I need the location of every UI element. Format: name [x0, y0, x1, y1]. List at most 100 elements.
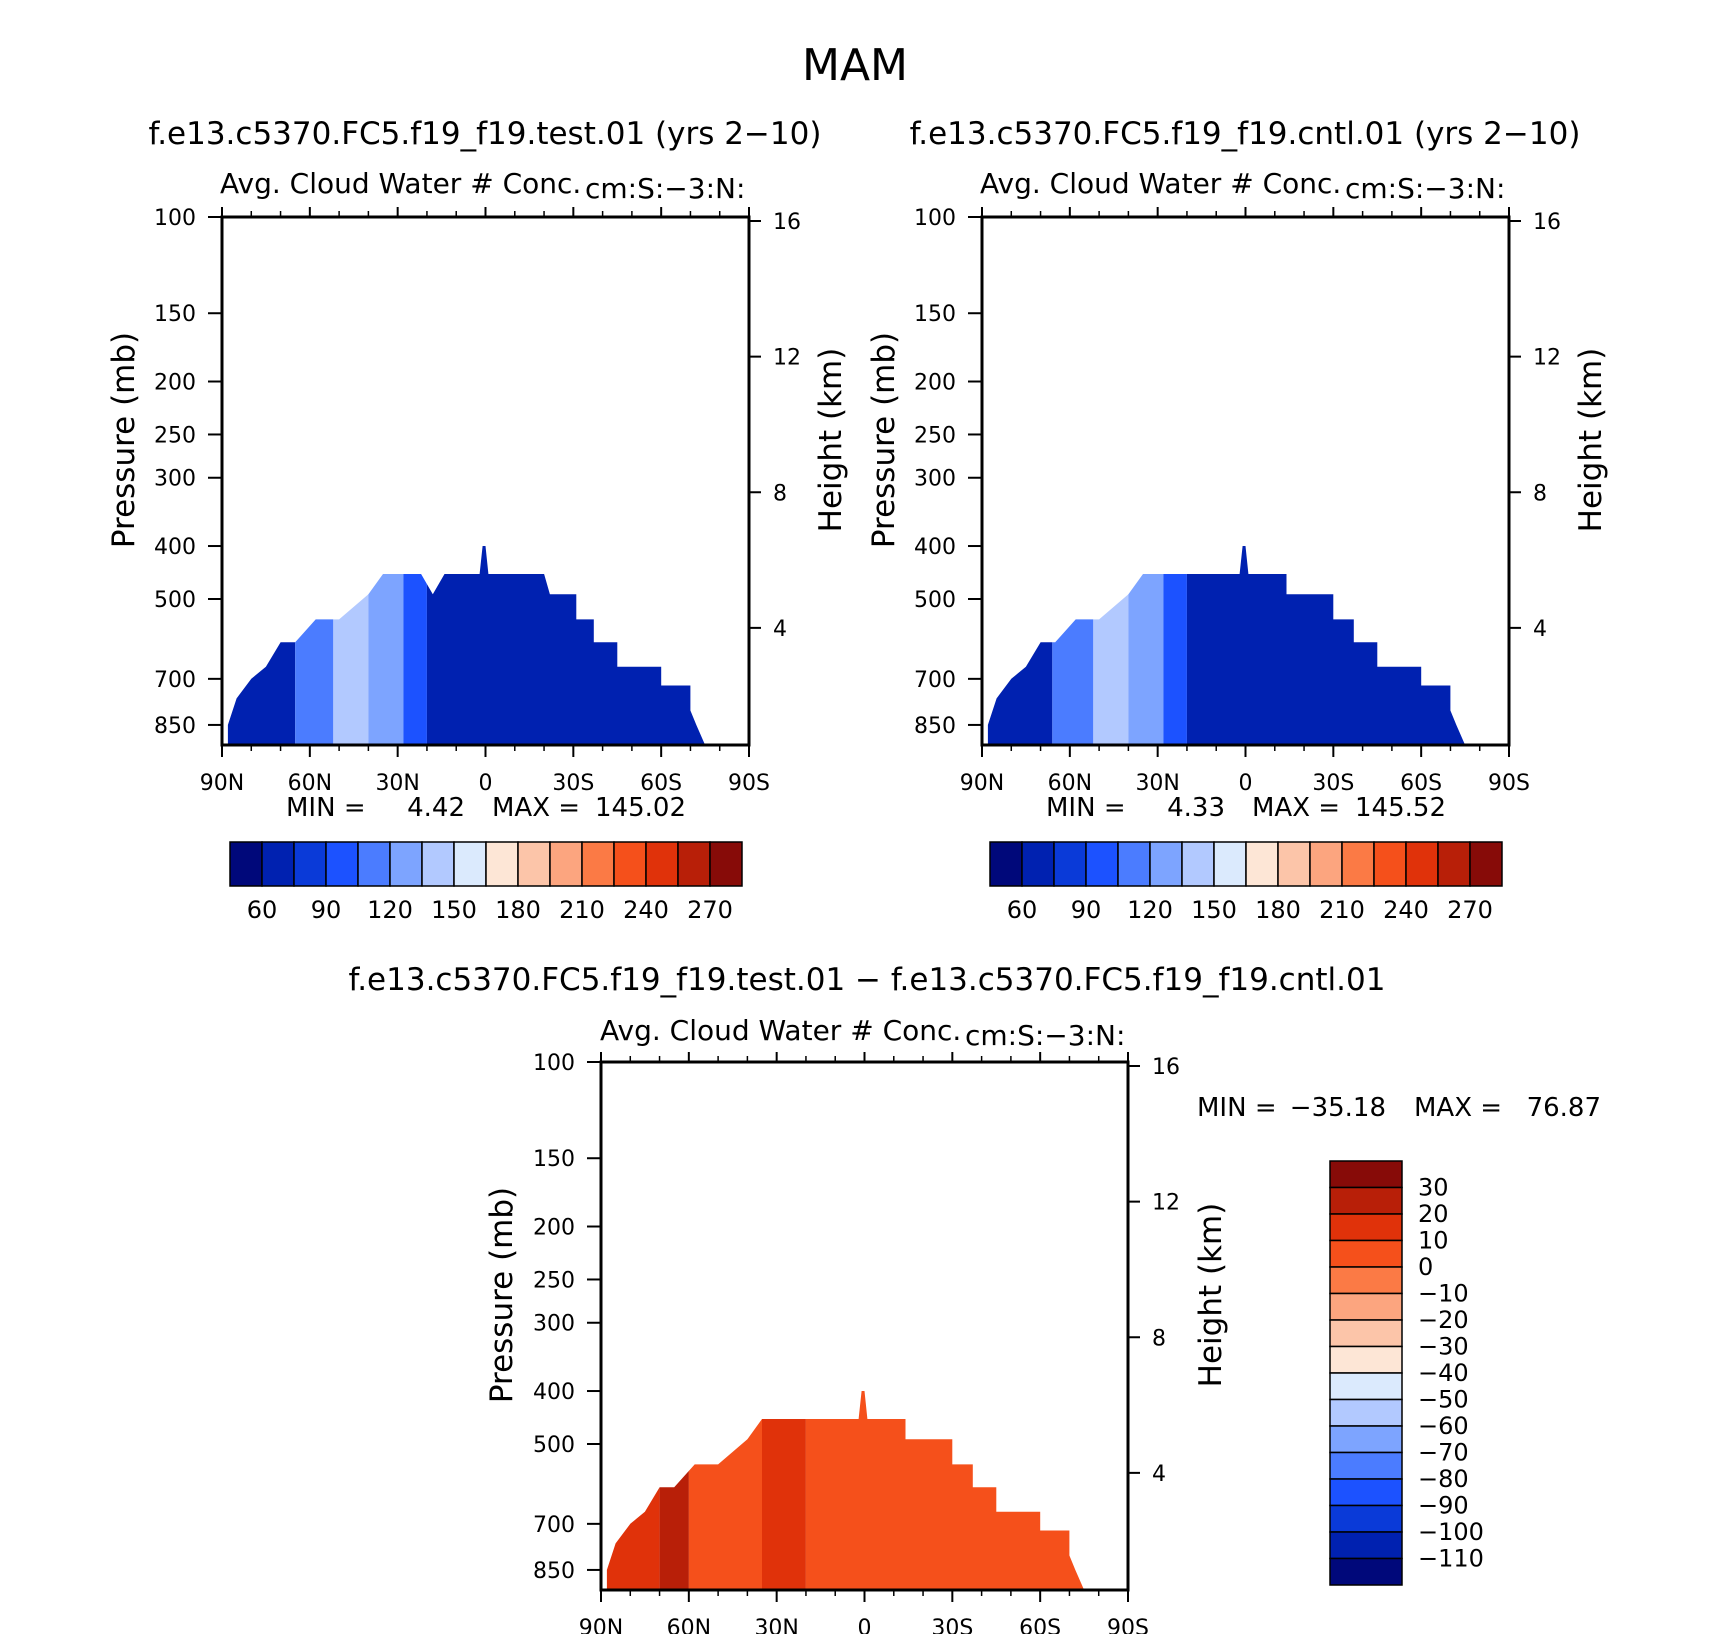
cntl-colorbar-label-2: 120	[1127, 896, 1173, 924]
cntl-colorbar-label-3: 150	[1191, 896, 1237, 924]
test-case-title: f.e13.c5370.FC5.f19_f19.test.01 (yrs 2−1…	[149, 116, 822, 152]
diff-max-value: 76.87	[1527, 1093, 1601, 1123]
diff-min-label: MIN =	[1197, 1093, 1277, 1123]
diff-colorbar-box-7	[1329, 1345, 1403, 1374]
diff-y-tick-label-1: 150	[533, 1147, 575, 1172]
diff-y2-tick-label-3: 4	[1152, 1462, 1166, 1487]
diff-x-tick-label-2: 30N	[754, 1616, 798, 1634]
diff-colorbar-label-10: −70	[1418, 1439, 1469, 1467]
cntl-x-tick-label-3: 0	[1239, 771, 1253, 796]
test-min-value: 4.42	[407, 793, 465, 823]
diff-y2-axis-label: Height (km)	[1193, 1203, 1229, 1388]
test-colorbar-label-5: 210	[559, 896, 605, 924]
diff-colorbar-box-11	[1329, 1451, 1403, 1480]
test-colorbar-box-12	[613, 841, 647, 887]
diff-y-tick-label-0: 100	[533, 1051, 575, 1076]
diff-y-tick-label-6: 500	[533, 1433, 575, 1458]
test-colorbar-label-0: 60	[247, 896, 278, 924]
cntl-colorbar-box-2	[1053, 841, 1087, 887]
diff-units: cm:S:−3:N:	[965, 1019, 1125, 1052]
test-colorbar-label-7: 270	[687, 896, 733, 924]
diff-colorbar-box-13	[1329, 1504, 1403, 1533]
cntl-min-label: MIN =	[1046, 793, 1126, 823]
cntl-y-tick-label-7: 700	[914, 668, 956, 693]
test-field-band-2	[333, 546, 369, 745]
test-plot-area: 90N 60N 30N 0 30S 60S 90S 100 150 200 250 300 400 500…	[154, 206, 801, 796]
cntl-max-value: 145.52	[1355, 793, 1446, 823]
cntl-y-axis-label: Pressure (mb)	[866, 332, 902, 548]
cntl-colorbar-box-13	[1405, 841, 1439, 887]
cntl-colorbar: 60 90 120 150 180 210 240 270	[989, 841, 1503, 924]
test-field	[227, 546, 705, 745]
diff-colorbar-label-1: 20	[1418, 1200, 1449, 1228]
test-colorbar-box-6	[421, 841, 455, 887]
diff-colorbar-box-14	[1329, 1531, 1403, 1560]
test-min-label: MIN =	[286, 793, 366, 823]
cntl-colorbar-box-7	[1213, 841, 1247, 887]
diff-colorbar-label-13: −100	[1418, 1518, 1484, 1546]
diff-y-tick-label-7: 700	[533, 1513, 575, 1538]
diff-colorbar-box-3	[1329, 1239, 1403, 1268]
cntl-panel: 90N 60N 30N 0 30S 60S 90S 100 150 200 250 300 400 500…	[866, 167, 1609, 924]
cntl-colorbar-label-1: 90	[1071, 896, 1102, 924]
test-field-band-4	[403, 546, 427, 745]
diff-colorbar: 3020100−10−20−30−40−50−60−70−80−90−100−1…	[1329, 1160, 1484, 1586]
diff-colorbar-label-2: 10	[1418, 1227, 1449, 1255]
test-y2-tick-label-3: 4	[773, 617, 787, 642]
cntl-colorbar-box-10	[1309, 841, 1343, 887]
diff-colorbar-box-10	[1329, 1425, 1403, 1454]
cntl-units: cm:S:−3:N:	[1345, 172, 1505, 205]
test-colorbar-box-3	[325, 841, 359, 887]
cntl-x-tick-label-0: 90N	[960, 771, 1004, 796]
cntl-x-tick-label-5: 60S	[1400, 771, 1442, 796]
test-y2-axis-label: Height (km)	[813, 348, 849, 533]
cntl-colorbar-label-0: 60	[1007, 896, 1038, 924]
diff-y-tick-label-4: 300	[533, 1312, 575, 1337]
cntl-colorbar-label-5: 210	[1319, 896, 1365, 924]
diff-colorbar-box-9	[1329, 1398, 1403, 1427]
test-x-tick-label-6: 90S	[728, 771, 770, 796]
cntl-field-band-1	[1052, 546, 1094, 745]
test-colorbar-box-13	[645, 841, 679, 887]
test-y-tick-label-1: 150	[154, 302, 196, 327]
diff-x-tick-label-1: 60N	[667, 1616, 711, 1634]
cntl-x-tick-label-1: 60N	[1048, 771, 1092, 796]
cntl-y2-axis-label: Height (km)	[1573, 348, 1609, 533]
test-field-title: Avg. Cloud Water # Conc.	[220, 167, 581, 200]
test-x-tick-label-2: 30N	[375, 771, 419, 796]
cntl-colorbar-box-9	[1277, 841, 1311, 887]
test-colorbar-box-10	[549, 841, 583, 887]
main-title: MAM	[802, 40, 908, 91]
diff-y-tick-label-2: 200	[533, 1216, 575, 1241]
test-max-value: 145.02	[595, 793, 686, 823]
diff-field-band-0	[606, 1391, 660, 1590]
diff-colorbar-box-5	[1329, 1292, 1403, 1321]
test-colorbar-label-1: 90	[311, 896, 342, 924]
test-y-tick-label-6: 500	[154, 588, 196, 613]
diff-colorbar-label-12: −90	[1418, 1492, 1469, 1520]
cntl-colorbar-box-5	[1149, 841, 1183, 887]
diff-colorbar-label-9: −60	[1418, 1412, 1469, 1440]
test-x-tick-label-0: 90N	[200, 771, 244, 796]
diff-colorbar-box-8	[1329, 1372, 1403, 1401]
diff-colorbar-label-5: −20	[1418, 1306, 1469, 1334]
test-colorbar-box-11	[581, 841, 615, 887]
cntl-colorbar-box-14	[1437, 841, 1471, 887]
cntl-field-band-2	[1093, 546, 1129, 745]
diff-field-band-4	[805, 1391, 1084, 1590]
test-y-tick-label-0: 100	[154, 206, 196, 231]
diff-field-band-2	[688, 1391, 762, 1590]
test-colorbar-box-4	[357, 841, 391, 887]
test-x-tick-label-4: 30S	[552, 771, 594, 796]
cntl-colorbar-box-3	[1085, 841, 1119, 887]
diff-field-band-1	[659, 1391, 689, 1590]
diff-x-tick-label-5: 60S	[1019, 1616, 1061, 1634]
test-y-tick-label-8: 850	[154, 714, 196, 739]
diff-y-tick-label-8: 850	[533, 1559, 575, 1584]
diff-colorbar-box-2	[1329, 1213, 1403, 1242]
test-colorbar-label-4: 180	[495, 896, 541, 924]
test-y-tick-label-3: 250	[154, 423, 196, 448]
cntl-colorbar-box-8	[1245, 841, 1279, 887]
test-colorbar-box-14	[677, 841, 711, 887]
